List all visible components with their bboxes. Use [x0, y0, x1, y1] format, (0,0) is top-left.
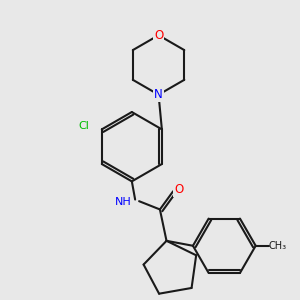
- Text: NH: NH: [115, 197, 132, 207]
- Text: O: O: [174, 183, 184, 196]
- Text: O: O: [154, 29, 163, 42]
- Text: N: N: [154, 88, 163, 101]
- Text: CH₃: CH₃: [268, 241, 286, 251]
- Text: Cl: Cl: [78, 121, 89, 131]
